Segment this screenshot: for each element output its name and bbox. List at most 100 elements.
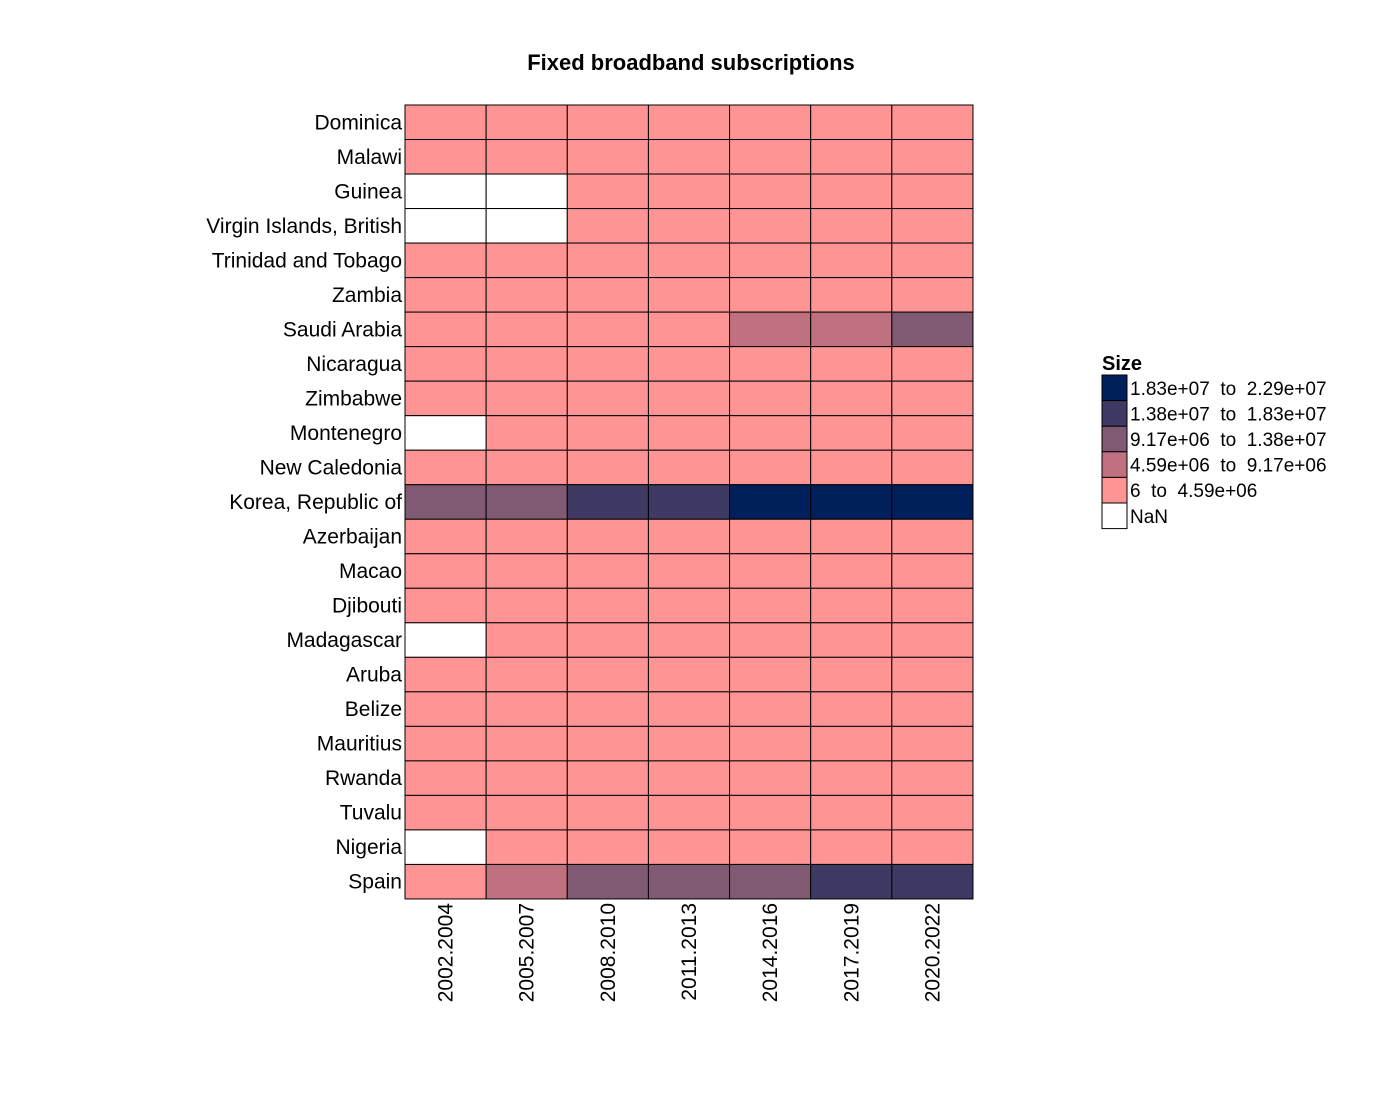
heatmap-cell xyxy=(810,415,893,451)
heatmap-cell xyxy=(566,553,649,589)
heatmap-cell xyxy=(729,794,812,831)
y-tick-label: Korea, Republic of xyxy=(229,491,402,514)
legend-swatch xyxy=(1101,502,1128,530)
heatmap-cell xyxy=(404,484,487,520)
heatmap-cell xyxy=(810,139,893,175)
heatmap-cell xyxy=(566,139,649,175)
x-tick-label: 2014.2016 xyxy=(759,903,782,1002)
heatmap-cell xyxy=(404,104,487,141)
heatmap-cell xyxy=(485,518,568,555)
x-tick-label: 2005.2007 xyxy=(516,903,539,1002)
heatmap-cell xyxy=(729,863,812,900)
heatmap-cell xyxy=(647,208,731,244)
heatmap-cell xyxy=(729,829,812,865)
heatmap-cell xyxy=(891,760,974,796)
heatmap-cell xyxy=(647,863,731,900)
heatmap-cell xyxy=(891,311,974,348)
heatmap-cell xyxy=(404,518,487,555)
heatmap-cell xyxy=(566,863,649,900)
heatmap-cell xyxy=(566,725,649,762)
heatmap-cell xyxy=(810,553,893,589)
y-tick-label: Zimbabwe xyxy=(305,387,402,410)
heatmap-cell xyxy=(891,449,974,486)
heatmap-cell xyxy=(647,380,731,417)
heatmap-cell xyxy=(566,208,649,244)
heatmap-cell xyxy=(891,208,974,244)
legend: Size 1.83e+07 to 2.29e+07 1.38e+07 to 1.8… xyxy=(1101,353,1327,530)
heatmap-cell xyxy=(566,277,649,313)
heatmap-cell xyxy=(485,173,568,210)
heatmap-cell xyxy=(566,760,649,796)
heatmap-cell xyxy=(729,656,812,693)
heatmap-cell xyxy=(810,380,893,417)
y-tick-label: Malawi xyxy=(337,146,402,169)
heatmap-cell xyxy=(404,173,487,210)
heatmap-cell xyxy=(647,277,731,313)
legend-label: NaN xyxy=(1130,507,1168,528)
legend-swatch xyxy=(1101,400,1128,427)
heatmap-cell xyxy=(647,587,731,624)
heatmap-cell xyxy=(647,173,731,210)
heatmap-cell xyxy=(891,277,974,313)
heatmap-cell xyxy=(647,518,731,555)
heatmap-cell xyxy=(810,760,893,796)
heatmap-cell xyxy=(729,346,812,382)
heatmap-cell xyxy=(810,794,893,831)
y-tick-label: Macao xyxy=(339,560,402,583)
heatmap-cell xyxy=(485,242,568,279)
legend-swatch xyxy=(1101,374,1128,402)
y-tick-label: Guinea xyxy=(334,180,402,203)
heatmap-cell xyxy=(404,829,487,865)
y-tick-label: Saudi Arabia xyxy=(283,318,402,341)
heatmap-cell xyxy=(729,415,812,451)
heatmap-cell xyxy=(891,139,974,175)
heatmap-cell xyxy=(729,760,812,796)
heatmap-cell xyxy=(485,484,568,520)
heatmap-cell xyxy=(647,104,731,141)
heatmap-cell xyxy=(729,104,812,141)
y-tick-label: Dominica xyxy=(314,111,402,134)
heatmap-cell xyxy=(810,518,893,555)
heatmap-cell xyxy=(404,622,487,658)
heatmap-cell xyxy=(485,346,568,382)
heatmap-cell xyxy=(810,656,893,693)
heatmap-cell xyxy=(729,380,812,417)
y-tick-label: Mauritius xyxy=(317,733,402,756)
heatmap-cell xyxy=(810,277,893,313)
x-tick-label: 2011.2013 xyxy=(678,903,701,1001)
heatmap-cell xyxy=(404,242,487,279)
heatmap-cell xyxy=(891,346,974,382)
heatmap-cell xyxy=(729,208,812,244)
heatmap-cell xyxy=(485,656,568,693)
heatmap-cell xyxy=(647,346,731,382)
legend-title: Size xyxy=(1102,353,1142,375)
heatmap-cell xyxy=(729,311,812,348)
heatmap-cell xyxy=(404,760,487,796)
x-tick-label: 2020.2022 xyxy=(921,903,944,1002)
legend-swatch xyxy=(1101,476,1128,504)
heatmap-cell xyxy=(647,829,731,865)
y-tick-label: Montenegro xyxy=(290,422,402,445)
heatmap-cell xyxy=(729,277,812,313)
heatmap-cell xyxy=(891,863,974,900)
heatmap-cell xyxy=(485,553,568,589)
heatmap-cell xyxy=(891,380,974,417)
heatmap-cell xyxy=(647,484,731,520)
y-tick-label: Azerbaijan xyxy=(303,526,402,549)
heatmap-cell xyxy=(647,725,731,762)
legend-swatch xyxy=(1101,451,1128,478)
heatmap-cell xyxy=(566,173,649,210)
heatmap-cell xyxy=(647,622,731,658)
heatmap-cell xyxy=(485,829,568,865)
heatmap-cell xyxy=(729,553,812,589)
y-tick-label: Nigeria xyxy=(335,836,402,859)
heatmap-cell xyxy=(485,863,568,900)
y-tick-label: Djibouti xyxy=(332,595,402,618)
heatmap-cell xyxy=(810,449,893,486)
heatmap-cell xyxy=(566,587,649,624)
heatmap-cell xyxy=(404,208,487,244)
heatmap-cell xyxy=(404,725,487,762)
heatmap-cell xyxy=(647,553,731,589)
heatmap-cell xyxy=(891,725,974,762)
